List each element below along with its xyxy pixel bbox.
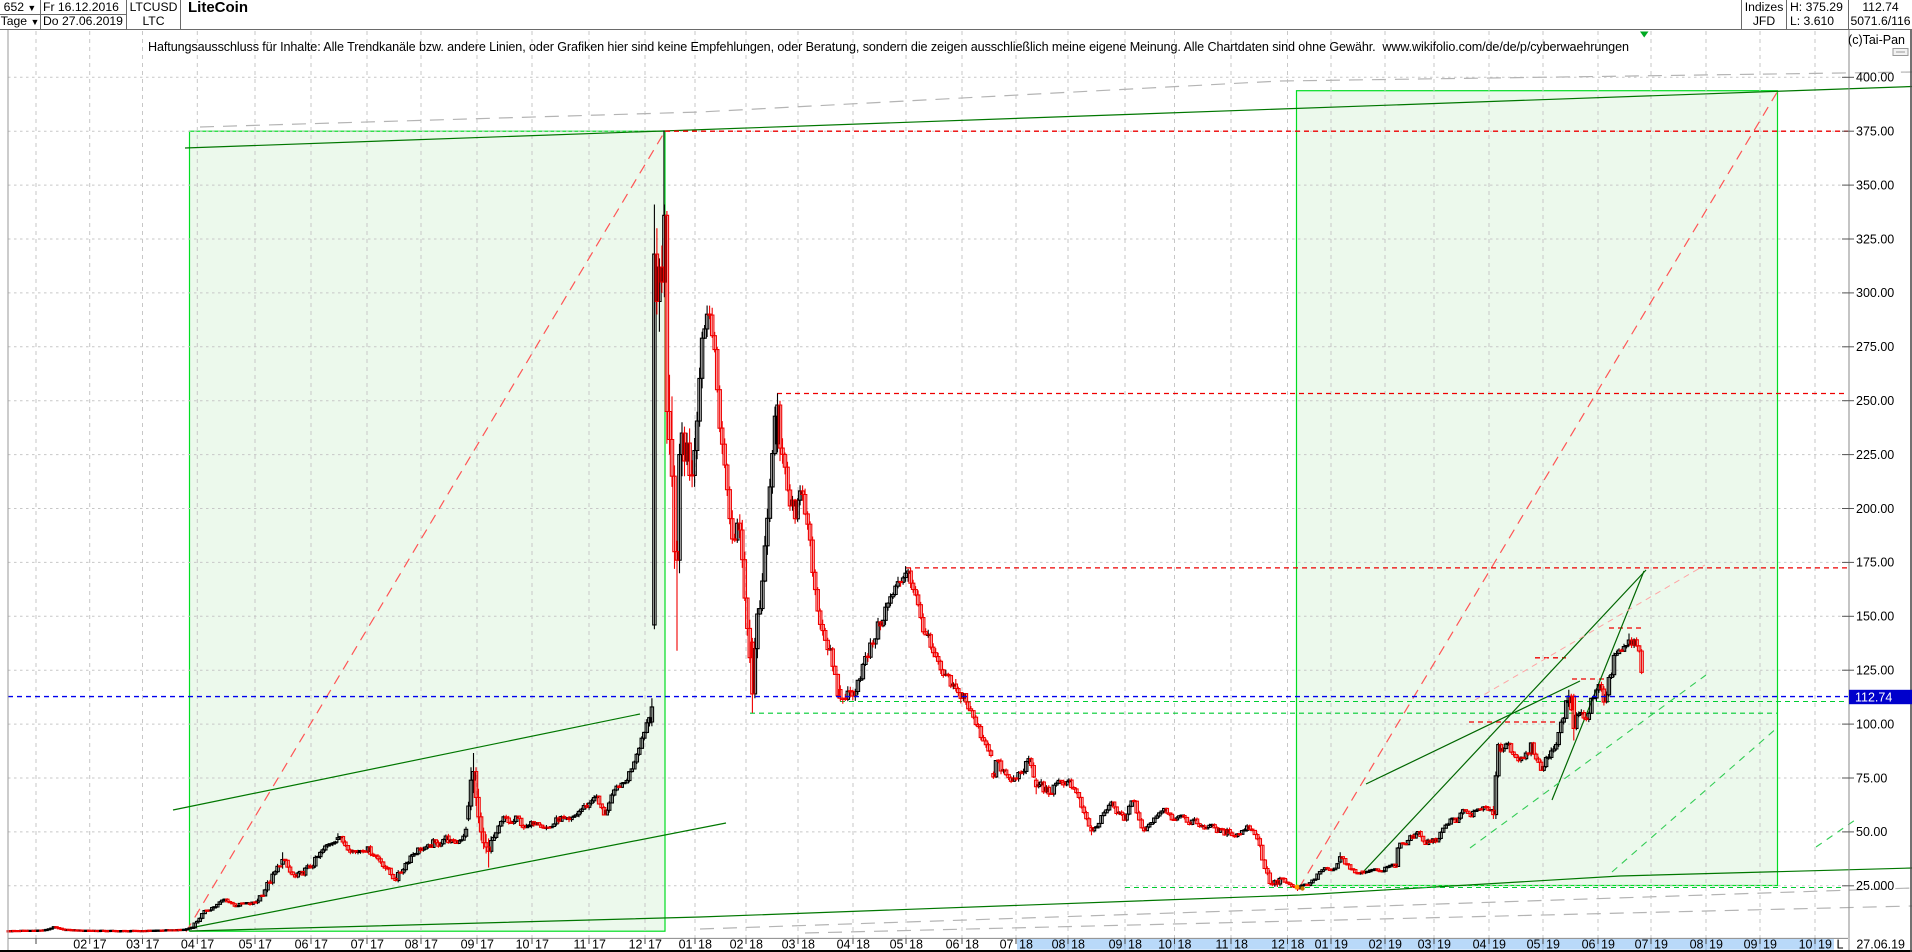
- svg-text:08: 08: [1690, 938, 1704, 952]
- svg-text:17: 17: [424, 938, 438, 952]
- svg-text:200.00: 200.00: [1856, 502, 1894, 516]
- svg-text:10: 10: [1799, 938, 1813, 952]
- svg-text:02: 02: [1369, 938, 1383, 952]
- svg-text:400.00: 400.00: [1856, 71, 1894, 85]
- svg-text:19: 19: [1546, 938, 1560, 952]
- svg-text:17: 17: [592, 938, 606, 952]
- svg-text:350.00: 350.00: [1856, 178, 1894, 192]
- svg-text:11: 11: [574, 938, 587, 952]
- svg-text:10: 10: [516, 938, 530, 952]
- svg-text:05: 05: [1527, 938, 1541, 952]
- svg-text:04: 04: [1473, 938, 1487, 952]
- svg-text:06: 06: [946, 938, 960, 952]
- svg-text:19: 19: [1334, 938, 1348, 952]
- svg-text:17: 17: [480, 938, 494, 952]
- svg-text:100.00: 100.00: [1856, 717, 1894, 731]
- svg-text:18: 18: [1291, 938, 1305, 952]
- svg-text:250.00: 250.00: [1856, 394, 1894, 408]
- svg-text:07: 07: [351, 938, 365, 952]
- svg-text:09: 09: [461, 938, 475, 952]
- svg-text:02: 02: [73, 938, 87, 952]
- svg-text:12: 12: [1271, 938, 1285, 952]
- svg-text:375.00: 375.00: [1856, 125, 1894, 139]
- svg-text:50.00: 50.00: [1856, 825, 1887, 839]
- svg-text:08: 08: [405, 938, 419, 952]
- svg-text:06: 06: [295, 938, 309, 952]
- svg-text:18: 18: [1128, 938, 1142, 952]
- svg-text:12: 12: [629, 938, 643, 952]
- svg-text:19: 19: [1492, 938, 1506, 952]
- svg-text:06: 06: [1582, 938, 1596, 952]
- svg-text:18: 18: [1019, 938, 1033, 952]
- svg-text:18: 18: [749, 938, 763, 952]
- svg-text:10: 10: [1158, 938, 1172, 952]
- svg-text:17: 17: [93, 938, 107, 952]
- svg-text:04: 04: [181, 938, 195, 952]
- svg-text:18: 18: [1071, 938, 1085, 952]
- svg-text:175.00: 175.00: [1856, 556, 1894, 570]
- svg-text:08: 08: [1052, 938, 1066, 952]
- svg-text:18: 18: [801, 938, 815, 952]
- svg-text:04: 04: [837, 938, 851, 952]
- svg-text:05: 05: [239, 938, 253, 952]
- svg-text:150.00: 150.00: [1856, 610, 1894, 624]
- svg-text:Haftungsausschluss für Inhalte: Haftungsausschluss für Inhalte: Alle Tre…: [148, 40, 1629, 54]
- svg-text:19: 19: [1601, 938, 1615, 952]
- svg-text:03: 03: [1418, 938, 1432, 952]
- svg-text:L: L: [1837, 938, 1844, 952]
- svg-text:325.00: 325.00: [1856, 232, 1894, 246]
- svg-text:18: 18: [856, 938, 870, 952]
- svg-text:17: 17: [370, 938, 384, 952]
- svg-text:18: 18: [909, 938, 923, 952]
- svg-text:17: 17: [258, 938, 272, 952]
- svg-text:19: 19: [1709, 938, 1723, 952]
- svg-text:300.00: 300.00: [1856, 286, 1894, 300]
- svg-text:(c)Tai-Pan: (c)Tai-Pan: [1848, 33, 1905, 47]
- svg-text:07: 07: [1635, 938, 1649, 952]
- svg-text:112.74: 112.74: [1855, 691, 1892, 705]
- svg-text:19: 19: [1437, 938, 1451, 952]
- svg-text:75.00: 75.00: [1856, 771, 1887, 785]
- svg-text:125.00: 125.00: [1856, 664, 1894, 678]
- svg-text:18: 18: [965, 938, 979, 952]
- svg-text:19: 19: [1763, 938, 1777, 952]
- svg-text:27.06.19: 27.06.19: [1856, 938, 1905, 952]
- svg-text:01: 01: [1315, 938, 1329, 952]
- svg-text:18: 18: [698, 938, 712, 952]
- svg-text:19: 19: [1654, 938, 1668, 952]
- svg-text:225.00: 225.00: [1856, 448, 1894, 462]
- svg-text:11: 11: [1216, 938, 1229, 952]
- svg-text:05: 05: [890, 938, 904, 952]
- svg-text:03: 03: [782, 938, 796, 952]
- svg-text:17: 17: [648, 938, 662, 952]
- svg-text:01: 01: [679, 938, 693, 952]
- svg-text:25.000: 25.000: [1856, 879, 1894, 893]
- svg-text:19: 19: [1388, 938, 1402, 952]
- svg-text:07: 07: [1000, 938, 1014, 952]
- svg-text:09: 09: [1109, 938, 1123, 952]
- svg-text:18: 18: [1178, 938, 1192, 952]
- svg-text:03: 03: [126, 938, 140, 952]
- svg-text:02: 02: [730, 938, 744, 952]
- svg-text:17: 17: [314, 938, 328, 952]
- svg-text:17: 17: [200, 938, 214, 952]
- svg-text:17: 17: [535, 938, 549, 952]
- svg-text:275.00: 275.00: [1856, 340, 1894, 354]
- svg-text:17: 17: [146, 938, 160, 952]
- svg-text:09: 09: [1744, 938, 1758, 952]
- svg-text:19: 19: [1818, 938, 1832, 952]
- svg-text:18: 18: [1234, 938, 1248, 952]
